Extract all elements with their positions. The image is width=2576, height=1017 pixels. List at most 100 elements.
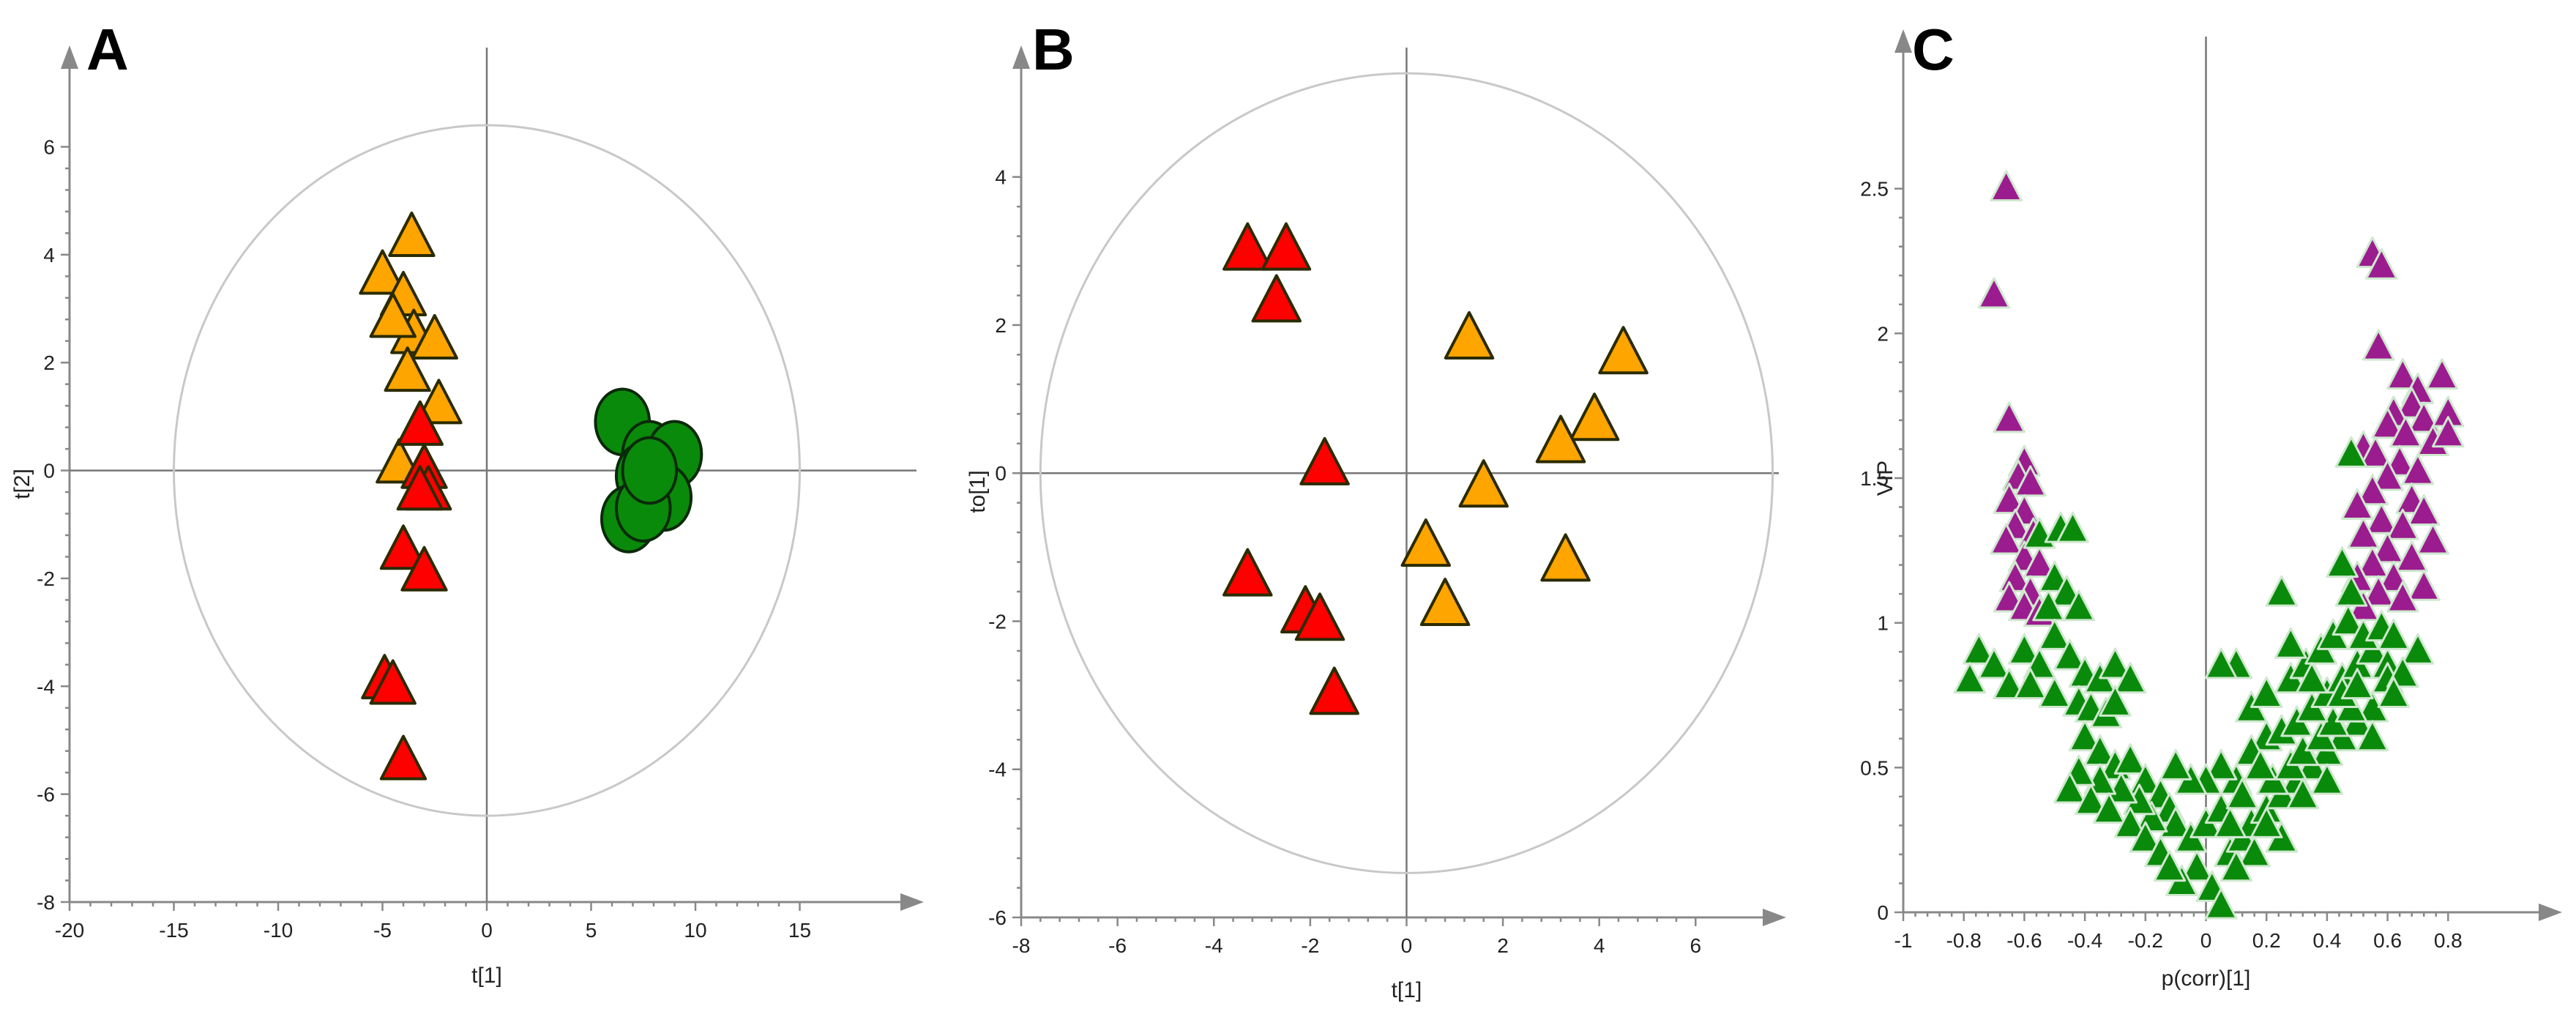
- panel-b-y-title: to[1]: [966, 470, 990, 513]
- panel-c-y-title: VIP: [1873, 461, 1897, 496]
- panel-b-point-orange: [1400, 518, 1452, 567]
- panel-c-point-vip-1: [2075, 783, 2108, 816]
- panel-c-x-tick-label: 0.8: [2434, 929, 2463, 952]
- panel-a-y-tick-label: -6: [37, 783, 55, 806]
- panel-c-point-vip-1: [1963, 633, 1996, 665]
- panel-a-point-orange: [415, 379, 463, 425]
- panel-c-point-vip-1: [2362, 575, 2395, 607]
- panel-b-point-orange: [1444, 310, 1495, 360]
- panel-a-x-tick-label: -15: [159, 919, 188, 942]
- panel-c-point-vip-1: [2008, 633, 2041, 665]
- panel-a-point-orange: [384, 346, 431, 392]
- panel-c-point-vip-1: [2214, 806, 2247, 838]
- panel-c-point-vip-1: [2286, 778, 2320, 810]
- panel-b-y-axis-arrow: [1012, 45, 1030, 69]
- panel-c-point-vip-1: [2038, 677, 2072, 708]
- panel-c-point-vip-1: [2389, 416, 2422, 448]
- panel-c-point-vip-1: [2113, 662, 2147, 694]
- panel-b-hotelling-ellipse: [1039, 72, 1774, 874]
- panel-c-point-vip-1: [2371, 532, 2404, 564]
- panel-c-point-vip-1: [2265, 575, 2299, 607]
- panel-c-point-vip-1: [2238, 835, 2271, 868]
- panel-a-y-tick-label: -4: [37, 675, 55, 698]
- panel-a-point-orange: [411, 313, 458, 360]
- panel-c-point-vip-1: [2432, 416, 2465, 448]
- panel-c-letter: C: [1912, 17, 1955, 82]
- panel-a-y-tick-label: 6: [43, 136, 55, 159]
- panel-c-point-vip-1: [2356, 474, 2389, 506]
- panel-c-point-vip-1: [2377, 677, 2411, 708]
- panel-c-point-vip-1: [2014, 668, 2047, 700]
- panel-c-point-vip-1: [2113, 806, 2147, 838]
- panel-a-x-tick-label: -5: [373, 919, 392, 942]
- panel-a-y-tick-label: 0: [43, 460, 55, 483]
- panel-c-x-tick-label: 0: [2200, 929, 2212, 952]
- panel-c-point-vip-1: [2053, 638, 2086, 671]
- panel-c-point-vip-1: [2068, 720, 2102, 752]
- panel-c-point-vip-1: [2225, 778, 2259, 810]
- panel-c: C -1 -0.8 -0.6 -0.4 -0.2 0 0.2 0.4 0.6 0.8 0 0.5 1 1.5…: [1860, 17, 2562, 991]
- panel-a-letter: A: [86, 17, 129, 82]
- panel-c-point-vip-1: [2386, 581, 2419, 613]
- panel-c-point-vip-1: [2401, 633, 2435, 665]
- panel-b-y-tick-label: -4: [988, 759, 1007, 781]
- panel-c-point-vip-1: [2407, 569, 2441, 601]
- panel-b-point-orange: [1535, 414, 1586, 463]
- panel-b-point-orange: [1419, 578, 1471, 627]
- panel-c-x-tick-label: -0.8: [1946, 929, 1982, 952]
- panel-b-point-red: [1309, 666, 1359, 715]
- panel-b-point-red: [1222, 548, 1273, 597]
- panel-c-point-vip-1: [2023, 546, 2056, 578]
- panel-c-point-vip-1: [2250, 677, 2283, 708]
- panel-c-x-tick-label: -1: [1894, 929, 1913, 952]
- panel-c-point-vip-1: [2204, 647, 2238, 679]
- panel-a-point-green: [621, 436, 679, 505]
- panel-a-y-tick-label: -2: [37, 567, 55, 590]
- panel-c-point-vip-1: [2056, 511, 2089, 543]
- panel-c-point-vip-1: [2032, 589, 2065, 622]
- panel-b-point-red: [1294, 592, 1345, 641]
- panel-c-x-tick-label: 0.2: [2252, 929, 2281, 952]
- panel-a-point-red: [379, 524, 428, 570]
- panel-c-y-tick-label: 1.5: [1860, 467, 1889, 490]
- panel-b-x-tick-label: 6: [1690, 934, 1702, 957]
- panel-c-y-tick-label: 2.5: [1860, 178, 1889, 201]
- panel-c-point-vip-1: [2014, 465, 2047, 497]
- panel-c-point-vip-1: [2105, 772, 2138, 804]
- panel-c-point-vip-1: [2244, 748, 2277, 781]
- panel-c-point-vip-1: [2099, 685, 2132, 717]
- panel-a-x-tick-label: 5: [586, 919, 597, 942]
- panel-b-x-title: t[1]: [1392, 978, 1422, 1002]
- panel-c-point-vip-1: [2113, 742, 2147, 775]
- panel-a-x-tick-label: 10: [684, 919, 706, 942]
- panel-c-point-vip-1: [2416, 523, 2449, 555]
- panel-c-point-vip-1: [2359, 436, 2392, 468]
- panel-c-point-vip-1: [1993, 401, 2026, 433]
- panel-b-point-orange: [1458, 459, 1509, 508]
- panel-b-x-tick-label: 0: [1401, 934, 1413, 957]
- panel-c-point-vip-1: [2326, 546, 2359, 578]
- panel-a-x-tick-label: 15: [788, 919, 811, 942]
- panel-c-point-vip-1: [2180, 850, 2214, 882]
- panel-b-y-tick-label: 2: [995, 314, 1007, 337]
- panel-b-point-red: [1222, 222, 1273, 271]
- panel-c-point-vip-1: [1990, 523, 2023, 555]
- panel-c-point-vip-1: [2038, 618, 2072, 650]
- panel-c-point-vip-1: [2365, 502, 2398, 534]
- panel-b-x-tick-label: -8: [1012, 934, 1031, 957]
- panel-c-x-title: p(corr)[1]: [2162, 966, 2251, 991]
- panel-a-point-orange: [369, 292, 417, 338]
- panel-b-point-red: [1261, 222, 1312, 271]
- panel-c-y-tick-label: 0: [1877, 901, 1889, 924]
- panel-c-point-vip-1: [2407, 493, 2441, 526]
- panel-c-point-vip-1: [2220, 850, 2253, 882]
- panel-b-y-tick-label: 4: [995, 166, 1007, 189]
- panel-c-point-vip-1: [2362, 329, 2395, 361]
- panel-a-y-tick-label: 2: [43, 351, 55, 374]
- panel-a-x-axis-arrow: [900, 893, 924, 911]
- panel-b-x-tick-label: -6: [1108, 934, 1127, 957]
- panel-c-point-vip-1: [2274, 627, 2307, 659]
